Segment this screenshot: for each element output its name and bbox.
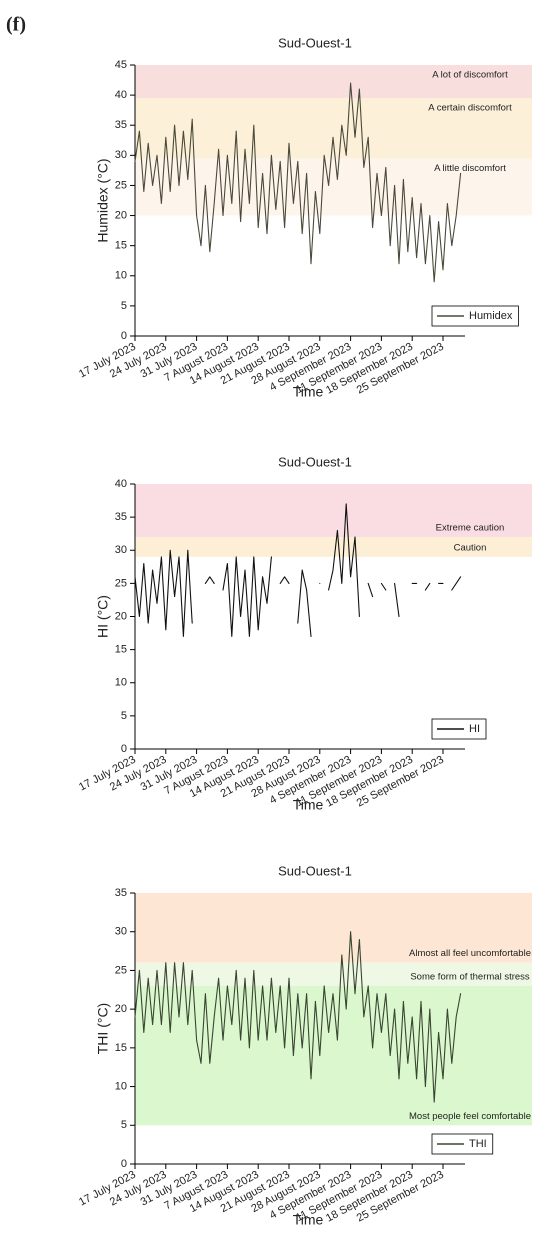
y-tick-label: 35 <box>115 119 127 131</box>
y-tick-label: 5 <box>121 300 127 312</box>
band-label: A little discomfort <box>434 163 506 174</box>
y-tick-label: 5 <box>121 1119 127 1131</box>
threshold-band <box>135 537 532 557</box>
y-tick-label: 0 <box>121 743 127 755</box>
band-label: A certain discomfort <box>428 103 512 114</box>
threshold-band <box>135 98 532 159</box>
y-tick-label: 5 <box>121 710 127 722</box>
x-axis-title: Time <box>293 384 324 400</box>
y-tick-label: 45 <box>115 59 127 71</box>
threshold-band <box>135 158 532 216</box>
legend: HI <box>431 718 487 740</box>
y-tick-label: 15 <box>115 1042 127 1054</box>
band-label: Some form of thermal stress <box>410 971 530 982</box>
data-line <box>134 931 462 1103</box>
y-tick-label: 10 <box>115 677 127 689</box>
legend: THI <box>431 1133 494 1155</box>
y-tick-label: 20 <box>115 209 127 221</box>
y-tick-label: 20 <box>115 1003 127 1015</box>
y-tick-label: 25 <box>115 964 127 976</box>
y-tick-label: 35 <box>115 511 127 523</box>
y-axis-title: HI (°C) <box>95 595 111 638</box>
x-axis-title: Time <box>293 1212 324 1228</box>
y-axis-title: Humidex (°C) <box>95 158 111 242</box>
legend-label: THI <box>469 1138 487 1150</box>
y-tick-label: 10 <box>115 1080 127 1092</box>
y-tick-label: 20 <box>115 610 127 622</box>
y-tick-label: 15 <box>115 644 127 656</box>
y-tick-label: 0 <box>121 330 127 342</box>
chart-title: Sud-Ouest-1 <box>278 863 352 878</box>
legend-label: Humidex <box>469 310 513 322</box>
legend-label: HI <box>469 723 480 735</box>
data-line <box>134 503 462 637</box>
y-tick-label: 25 <box>115 179 127 191</box>
y-tick-label: 40 <box>115 89 127 101</box>
chart-title: Sud-Ouest-1 <box>278 454 352 469</box>
panel-label: (f) <box>6 14 26 36</box>
band-label: Caution <box>454 542 487 553</box>
y-axis-title: THI (°C) <box>95 1003 111 1054</box>
y-tick-label: 30 <box>115 926 127 938</box>
x-axis-title: Time <box>293 797 324 813</box>
band-label: A lot of discomfort <box>432 70 508 81</box>
y-tick-label: 30 <box>115 149 127 161</box>
threshold-band <box>135 65 532 99</box>
threshold-band <box>135 962 532 986</box>
band-label: Most people feel comfortable <box>409 1111 531 1122</box>
threshold-band <box>135 893 532 963</box>
y-tick-label: 35 <box>115 887 127 899</box>
legend: Humidex <box>431 305 519 327</box>
y-tick-label: 40 <box>115 478 127 490</box>
y-tick-label: 15 <box>115 240 127 252</box>
y-tick-label: 10 <box>115 270 127 282</box>
data-line <box>134 82 462 283</box>
chart-title: Sud-Ouest-1 <box>278 35 352 50</box>
band-label: Extreme caution <box>436 523 505 534</box>
threshold-band <box>135 484 532 537</box>
y-tick-label: 0 <box>121 1158 127 1170</box>
band-label: Almost all feel uncomfortable <box>409 948 531 959</box>
y-tick-label: 30 <box>115 544 127 556</box>
legend-box <box>431 305 519 327</box>
y-tick-label: 25 <box>115 577 127 589</box>
